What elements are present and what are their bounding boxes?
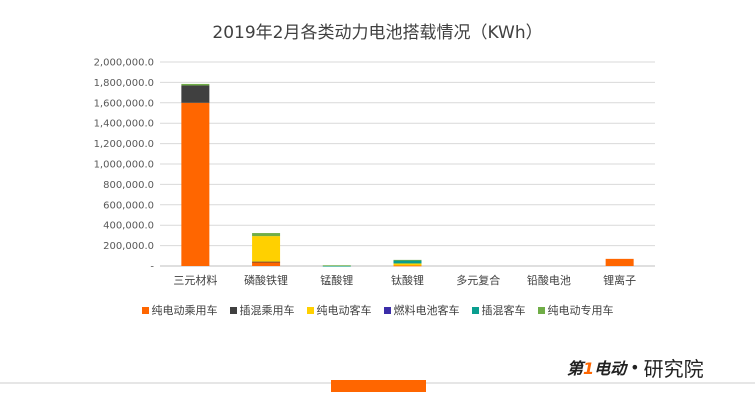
legend-label: 插混客车 bbox=[481, 304, 526, 317]
legend-item: 纯电动客车 bbox=[306, 302, 372, 318]
legend-swatch bbox=[229, 306, 237, 314]
x-tick-label: 多元复合 bbox=[456, 273, 500, 287]
chart-title: 2019年2月各类动力电池搭载情况（KWh） bbox=[212, 23, 543, 43]
chart-legend: 纯电动乘用车 插混乘用车 纯电动客车 燃料电池客车 插混客车 纯电动专用车 bbox=[0, 302, 755, 318]
bar-segment bbox=[322, 265, 351, 267]
legend-swatch bbox=[141, 306, 149, 314]
x-tick-label: 钛酸锂 bbox=[391, 273, 424, 287]
x-tick-label: 锰酸锂 bbox=[320, 273, 353, 287]
brand-name: 研究院 bbox=[643, 356, 704, 381]
bar-segment bbox=[393, 265, 422, 267]
bar-segment bbox=[605, 258, 634, 266]
y-tick-label: 800,000.0 bbox=[103, 180, 154, 191]
legend-label: 插混乘用车 bbox=[239, 304, 295, 317]
legend-label: 纯电动专用车 bbox=[547, 304, 614, 317]
bar-segment bbox=[252, 233, 281, 237]
y-tick-label: 2,000,000.0 bbox=[94, 58, 154, 69]
y-tick-label: 1,400,000.0 bbox=[94, 119, 154, 130]
legend-item: 纯电动乘用车 bbox=[141, 302, 218, 318]
brand-car-logo-icon: 第1电动 bbox=[567, 359, 627, 378]
y-tick-label: - bbox=[150, 262, 154, 273]
y-tick-label: 600,000.0 bbox=[103, 200, 154, 211]
legend-swatch bbox=[383, 306, 391, 314]
y-tick-label: 1,600,000.0 bbox=[94, 98, 154, 109]
bar-segment bbox=[181, 83, 210, 86]
legend-label: 纯电动乘用车 bbox=[151, 304, 218, 317]
bar-segment bbox=[393, 260, 422, 264]
bar-segment bbox=[322, 265, 351, 267]
y-tick-label: 1,000,000.0 bbox=[94, 160, 154, 171]
x-tick-label: 铅酸电池 bbox=[527, 273, 571, 287]
legend-swatch bbox=[306, 306, 314, 314]
y-tick-label: 1,800,000.0 bbox=[94, 78, 154, 89]
bar-segment bbox=[393, 259, 422, 261]
bar-segment bbox=[252, 261, 281, 266]
x-tick-label: 三元材料 bbox=[173, 273, 217, 287]
legend-swatch bbox=[537, 306, 545, 314]
x-tick-label: 磷酸铁锂 bbox=[244, 273, 288, 287]
y-tick-label: 1,200,000.0 bbox=[94, 139, 154, 150]
bar-segment bbox=[181, 85, 210, 103]
bar-segment bbox=[181, 102, 210, 266]
y-tick-label: 200,000.0 bbox=[103, 241, 154, 252]
footer-accent-bar bbox=[331, 380, 426, 392]
legend-label: 纯电动客车 bbox=[316, 304, 372, 317]
legend-swatch bbox=[471, 306, 479, 314]
legend-item: 燃料电池客车 bbox=[383, 302, 460, 318]
bar-segment bbox=[393, 263, 422, 266]
legend-item: 纯电动专用车 bbox=[537, 302, 614, 318]
chart-plot: - 200,000.0 400,000.0 600,000.0 800,000.0 1,0… bbox=[94, 58, 655, 287]
brand-separator: • bbox=[630, 357, 640, 377]
bar-segment bbox=[252, 236, 281, 262]
legend-label: 燃料电池客车 bbox=[393, 304, 460, 317]
legend-item: 插混客车 bbox=[471, 302, 526, 318]
bar-segment bbox=[252, 261, 281, 263]
y-tick-label: 400,000.0 bbox=[103, 221, 154, 232]
brand-logo: 第1电动 • 研究院 bbox=[567, 352, 704, 382]
legend-item: 插混乘用车 bbox=[229, 302, 295, 318]
x-tick-label: 锂离子 bbox=[603, 273, 636, 287]
